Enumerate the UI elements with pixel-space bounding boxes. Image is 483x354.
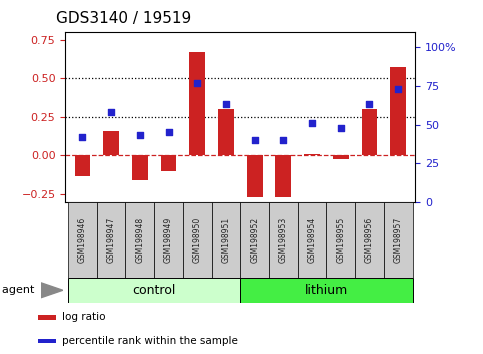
Text: GDS3140 / 19519: GDS3140 / 19519: [56, 11, 191, 25]
Point: [79, 134, 86, 140]
Text: lithium: lithium: [305, 284, 348, 297]
Bar: [275, 155, 291, 197]
Bar: [304, 154, 320, 155]
Bar: [212, 202, 241, 278]
Point: [193, 80, 201, 86]
Point: [394, 86, 402, 92]
Text: control: control: [132, 284, 176, 297]
Bar: [38, 339, 56, 343]
Text: GSM198952: GSM198952: [250, 217, 259, 263]
Bar: [132, 155, 148, 180]
Bar: [183, 202, 212, 278]
Bar: [97, 202, 126, 278]
Point: [136, 132, 144, 138]
Bar: [161, 155, 176, 171]
Bar: [355, 202, 384, 278]
Text: GSM198956: GSM198956: [365, 217, 374, 263]
Bar: [154, 202, 183, 278]
Text: GSM198948: GSM198948: [135, 217, 144, 263]
Bar: [384, 202, 412, 278]
Text: percentile rank within the sample: percentile rank within the sample: [61, 336, 238, 346]
Bar: [362, 109, 377, 155]
Text: GSM198955: GSM198955: [336, 217, 345, 263]
Point: [366, 102, 373, 107]
Bar: [74, 155, 90, 176]
Point: [280, 137, 287, 143]
Bar: [38, 315, 56, 320]
Text: GSM198953: GSM198953: [279, 217, 288, 263]
Bar: [218, 109, 234, 155]
Bar: [247, 155, 263, 197]
Bar: [189, 52, 205, 155]
Text: GSM198954: GSM198954: [308, 217, 316, 263]
Text: log ratio: log ratio: [61, 312, 105, 322]
Point: [165, 130, 172, 135]
Bar: [327, 202, 355, 278]
Text: GSM198950: GSM198950: [193, 217, 202, 263]
Text: GSM198951: GSM198951: [221, 217, 230, 263]
Bar: [241, 202, 269, 278]
Point: [222, 102, 230, 107]
Text: GSM198957: GSM198957: [394, 217, 403, 263]
Bar: [103, 131, 119, 155]
Text: GSM198946: GSM198946: [78, 217, 87, 263]
Point: [107, 109, 115, 115]
Bar: [298, 202, 327, 278]
Bar: [241, 278, 412, 303]
Bar: [333, 155, 349, 159]
Bar: [68, 202, 97, 278]
Bar: [126, 202, 154, 278]
Text: agent: agent: [2, 285, 38, 295]
Polygon shape: [41, 283, 63, 298]
Bar: [390, 67, 406, 155]
Text: GSM198949: GSM198949: [164, 217, 173, 263]
Point: [251, 137, 258, 143]
Text: GSM198947: GSM198947: [107, 217, 115, 263]
Bar: [68, 278, 241, 303]
Point: [308, 120, 316, 126]
Bar: [269, 202, 298, 278]
Point: [337, 125, 344, 131]
